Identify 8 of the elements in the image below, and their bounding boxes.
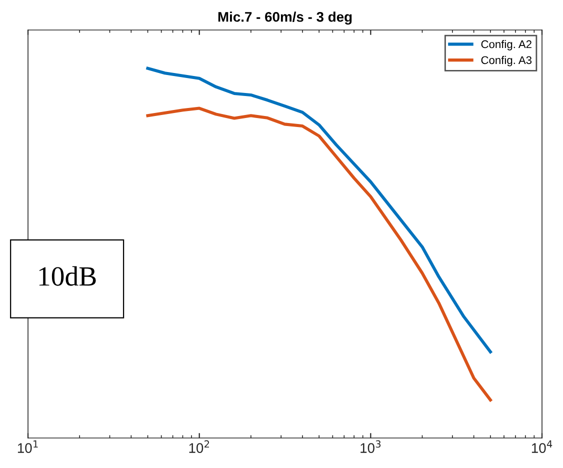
x-tick-label: 10$^{3}$ (360, 440, 381, 453)
annotation: 10dB (39, 266, 96, 286)
x-tick-label: 10$^{2}$ (189, 440, 210, 453)
legend-label: Config. A2 (481, 40, 532, 50)
x-tick-label: 10$^{1}$ (18, 440, 38, 453)
chart-title: Mic.7 - 60m/s - 3 deg (218, 12, 352, 25)
legend-label: Config. A3 (481, 56, 532, 66)
x-tick-label: 10$^{4}$ (532, 440, 552, 453)
